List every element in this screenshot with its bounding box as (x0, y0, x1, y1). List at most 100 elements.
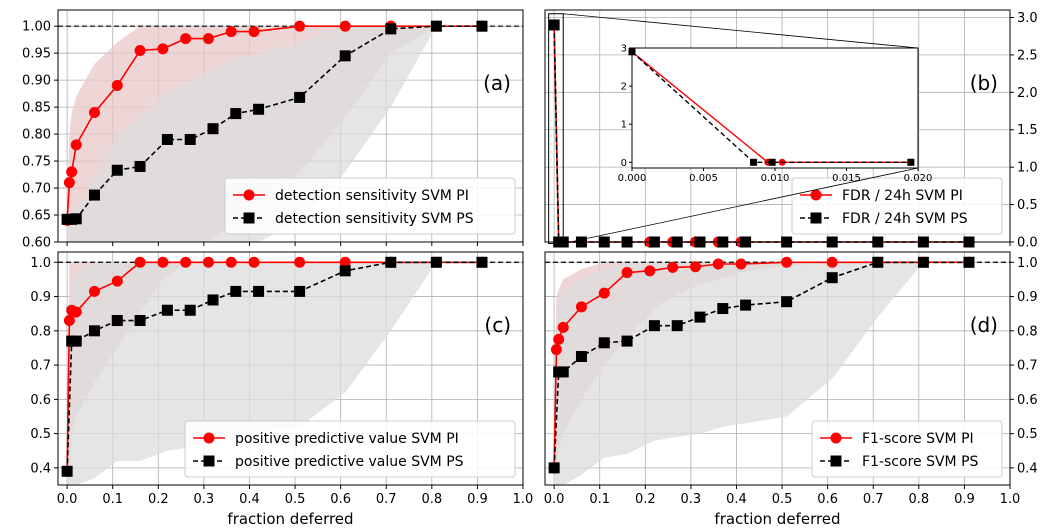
data-point-ps (134, 160, 146, 172)
data-point-pi (111, 275, 123, 287)
data-point-pi (88, 285, 100, 297)
data-point-ps (476, 256, 488, 268)
zoom-connector-top (563, 13, 919, 49)
data-point-ps (557, 366, 569, 378)
data-point-pi (550, 344, 562, 356)
legend-box (811, 420, 1003, 478)
legend-label-pi: positive predictive value SVM PI (235, 431, 459, 447)
xtick-label: 0.5 (285, 492, 306, 507)
data-point-ps (70, 213, 82, 225)
confidence-band-ps (554, 262, 969, 485)
ytick-label: 0.4 (30, 461, 51, 476)
data-point-pi (202, 33, 214, 45)
ytick-label: 0.9 (30, 290, 51, 305)
data-point-ps (184, 304, 196, 316)
legend-label-pi: detection sensitivity SVM PI (275, 188, 469, 204)
ytick-label: 0.80 (22, 128, 51, 143)
inset-series-line-ps (631, 51, 911, 163)
legend-box (224, 177, 516, 235)
data-point-pi (180, 256, 192, 268)
data-point-pi (712, 258, 724, 270)
legend-marker-ps (810, 212, 822, 224)
legend-marker-ps (830, 455, 842, 467)
data-point-ps (548, 462, 560, 474)
inset-frame (631, 47, 919, 169)
data-point-ps (88, 325, 100, 337)
ytick-label: 1.0 (1017, 256, 1038, 271)
data-point-pi (202, 256, 214, 268)
data-point-ps (740, 299, 752, 311)
data-point-pi (339, 20, 351, 32)
panel-label: (d) (970, 313, 998, 337)
data-point-pi (557, 321, 569, 333)
xtick-label: 0.8 (421, 492, 442, 507)
legend-label-pi: F1-score SVM PI (862, 431, 974, 447)
data-point-pi (781, 256, 793, 268)
data-point-ps (134, 315, 146, 327)
inset-data-point-ps (907, 158, 915, 166)
legend-label-ps: FDR / 24h SVM PS (842, 211, 968, 227)
inset-ytick-label: 1 (621, 120, 627, 131)
data-point-pi (735, 258, 747, 270)
inset-xtick-label: 0.020 (904, 173, 933, 184)
data-point-pi (621, 267, 633, 279)
data-point-ps (781, 296, 793, 308)
ytick-label: 0.7 (1017, 359, 1038, 374)
xtick-label: 0.6 (817, 492, 838, 507)
data-point-ps (917, 256, 929, 268)
panel-label: (b) (970, 71, 998, 95)
data-point-pi (294, 20, 306, 32)
xtick-label: 1.0 (513, 492, 534, 507)
xtick-label: 0.1 (589, 492, 610, 507)
series-line-ps (553, 261, 969, 468)
data-point-pi (111, 80, 123, 92)
xtick-label: 0.2 (148, 492, 169, 507)
data-point-ps (61, 465, 73, 477)
data-point-ps (385, 23, 397, 35)
data-point-pi (689, 261, 701, 273)
legend-label-ps: positive predictive value SVM PS (235, 454, 464, 470)
data-point-ps (430, 256, 442, 268)
ytick-label: 0.90 (22, 74, 51, 89)
legend-marker-pi (203, 432, 215, 444)
ytick-label: 0.60 (22, 236, 51, 251)
data-point-pi (575, 301, 587, 313)
ytick-label: 0.0 (1017, 236, 1038, 251)
xtick-label: 0.6 (330, 492, 351, 507)
data-point-pi (134, 256, 146, 268)
legend-label-ps: detection sensitivity SVM PS (275, 211, 474, 227)
zoom-connector-bottom (563, 167, 919, 244)
ytick-label: 0.70 (22, 182, 51, 197)
data-point-pi (225, 256, 237, 268)
xtick-label: 0.3 (194, 492, 215, 507)
ytick-label: 1.0 (1017, 161, 1038, 176)
data-point-ps (339, 50, 351, 62)
data-point-ps (826, 272, 838, 284)
zoom-region-box (548, 13, 564, 244)
confidence-band-ps (67, 26, 482, 242)
data-point-ps (253, 285, 265, 297)
data-point-pi (134, 44, 146, 56)
data-point-ps (548, 19, 560, 31)
ytick-label: 2.5 (1017, 48, 1038, 63)
legend-box (184, 420, 516, 478)
xtick-label: 0.7 (376, 492, 397, 507)
data-point-ps (161, 304, 173, 316)
axes-frame (57, 251, 524, 486)
data-point-pi (667, 261, 679, 273)
inset-xtick-label: 0.005 (689, 173, 718, 184)
legend-marker-pi (810, 189, 822, 201)
data-point-ps (230, 285, 242, 297)
data-point-pi (248, 26, 260, 38)
ytick-label: 0.85 (22, 101, 51, 116)
panel-label: (c) (484, 313, 511, 337)
data-point-ps (671, 320, 683, 332)
data-point-ps (430, 20, 442, 32)
inset-ytick-label: 2 (621, 82, 627, 93)
ytick-label: 0.95 (22, 47, 51, 62)
x-axis-title: fraction deferred (714, 510, 840, 528)
inset-xtick-label: 0.015 (832, 173, 861, 184)
xtick-label: 0.0 (544, 492, 565, 507)
data-point-ps (184, 133, 196, 145)
data-point-ps (207, 123, 219, 135)
